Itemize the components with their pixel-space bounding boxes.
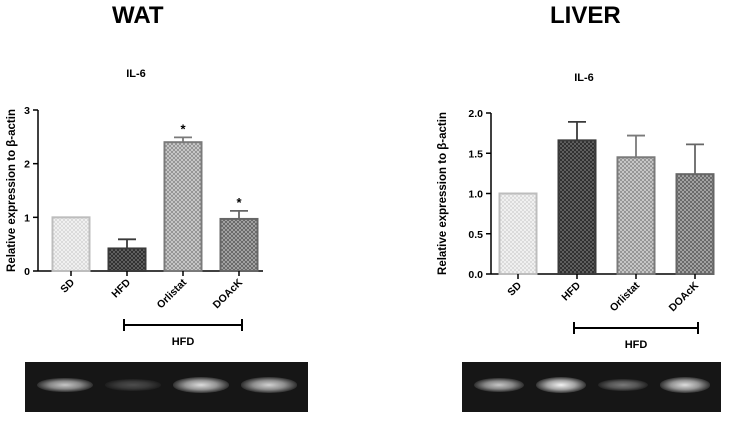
wat-western-blot-image (25, 362, 308, 412)
liver-x-tick-label-hfd: HFD (559, 279, 583, 303)
liver-x-tick-label-orlistat: Orlistat (608, 279, 643, 314)
wat-y-axis-label: Relative expression to β-actin (6, 109, 18, 272)
blot-wat-band (37, 377, 93, 393)
wat-y-tick-label: 2 (24, 159, 30, 171)
liver-bar-hfd (557, 139, 597, 275)
wat-bar-sd (51, 216, 91, 272)
blot-wat-band (105, 379, 161, 391)
blot-liver-band (473, 377, 525, 393)
wat-y-tick-label: 0 (24, 266, 30, 278)
wat-chart-title: IL-6 (126, 68, 146, 80)
wat-x-tick-label-hfd: HFD (109, 276, 133, 300)
wat-group-bracket-label: HFD (172, 336, 195, 348)
blot-liver-band (597, 378, 649, 392)
liver-x-tick-label-sd: SD (505, 279, 524, 298)
liver-panel-title: LIVER (550, 2, 621, 29)
liver-y-tick-label: 0.5 (468, 229, 483, 241)
blot-wat-band (241, 377, 297, 393)
liver-y-tick-label: 1.0 (468, 189, 483, 201)
liver-y-axis-label: Relative expression to β-actin (437, 112, 449, 275)
wat-bar-doack (219, 217, 259, 272)
liver-bar-sd (498, 192, 538, 275)
liver-group-bracket-label: HFD (625, 339, 648, 351)
liver-bar-orlistat (616, 156, 656, 275)
liver-y-tick-label: 0.0 (468, 269, 483, 281)
wat-y-tick-label: 1 (24, 212, 30, 224)
liver-il6-bar-chart: IL-6 Relative expression to β-actin 0.0 0.5… (437, 72, 715, 351)
wat-significance-orlistat: * (180, 121, 186, 136)
wat-x-tick-label-orlistat: Orlistat (155, 276, 190, 311)
wat-bar-hfd (107, 247, 147, 273)
liver-western-blot-image (462, 362, 721, 412)
wat-bar-orlistat (163, 141, 203, 272)
wat-il6-bar-chart: IL-6 Relative expression to β-actin 0 1 2 3 SD… (6, 68, 263, 348)
liver-chart-title: IL-6 (574, 72, 594, 84)
wat-significance-doack: * (236, 195, 242, 210)
wat-panel-title: WAT (112, 2, 164, 29)
liver-y-tick-label: 2.0 (468, 108, 483, 120)
blot-liver-band (659, 377, 711, 393)
wat-y-tick-label: 3 (24, 105, 30, 117)
wat-x-tick-label-doack: DOAcK (211, 276, 246, 311)
liver-y-tick-label: 1.5 (468, 148, 483, 160)
blot-wat-band (173, 377, 229, 393)
blot-liver-band (535, 377, 587, 393)
wat-x-tick-label-sd: SD (58, 276, 77, 295)
liver-bar-doack (675, 173, 715, 275)
liver-x-tick-label-doack: DOAcK (667, 279, 702, 314)
